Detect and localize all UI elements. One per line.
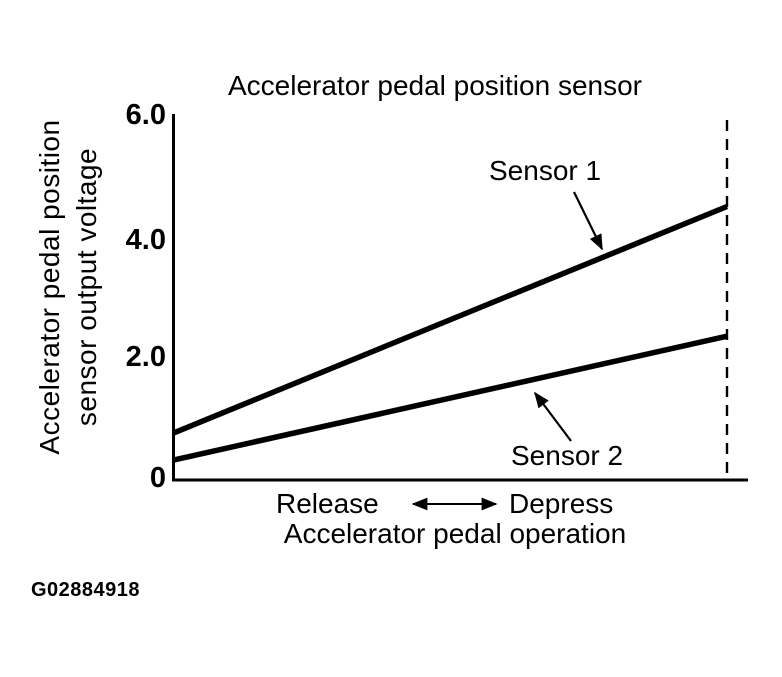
y-tick-0: 0 (149, 462, 166, 494)
y-tick-2: 2.0 (125, 341, 166, 373)
chart-title: Accelerator pedal position sensor (227, 70, 642, 101)
y-tick-4: 4.0 (125, 224, 166, 256)
y-tick-6: 6.0 (125, 99, 166, 131)
x-release-label: Release (276, 488, 379, 519)
sensor2-line (173, 333, 728, 463)
sensor1-annotation-arrow (573, 191, 603, 251)
sensor1-line (172, 203, 729, 436)
x-depress-label: Depress (509, 488, 614, 519)
sensor2-label: Sensor 2 (511, 440, 624, 471)
sensor1-label: Sensor 1 (489, 155, 602, 186)
x-axis-label: Accelerator pedal operation (283, 518, 627, 549)
figure-id: G02884918 (31, 579, 141, 601)
sensor2-annotation-arrow (534, 391, 572, 442)
